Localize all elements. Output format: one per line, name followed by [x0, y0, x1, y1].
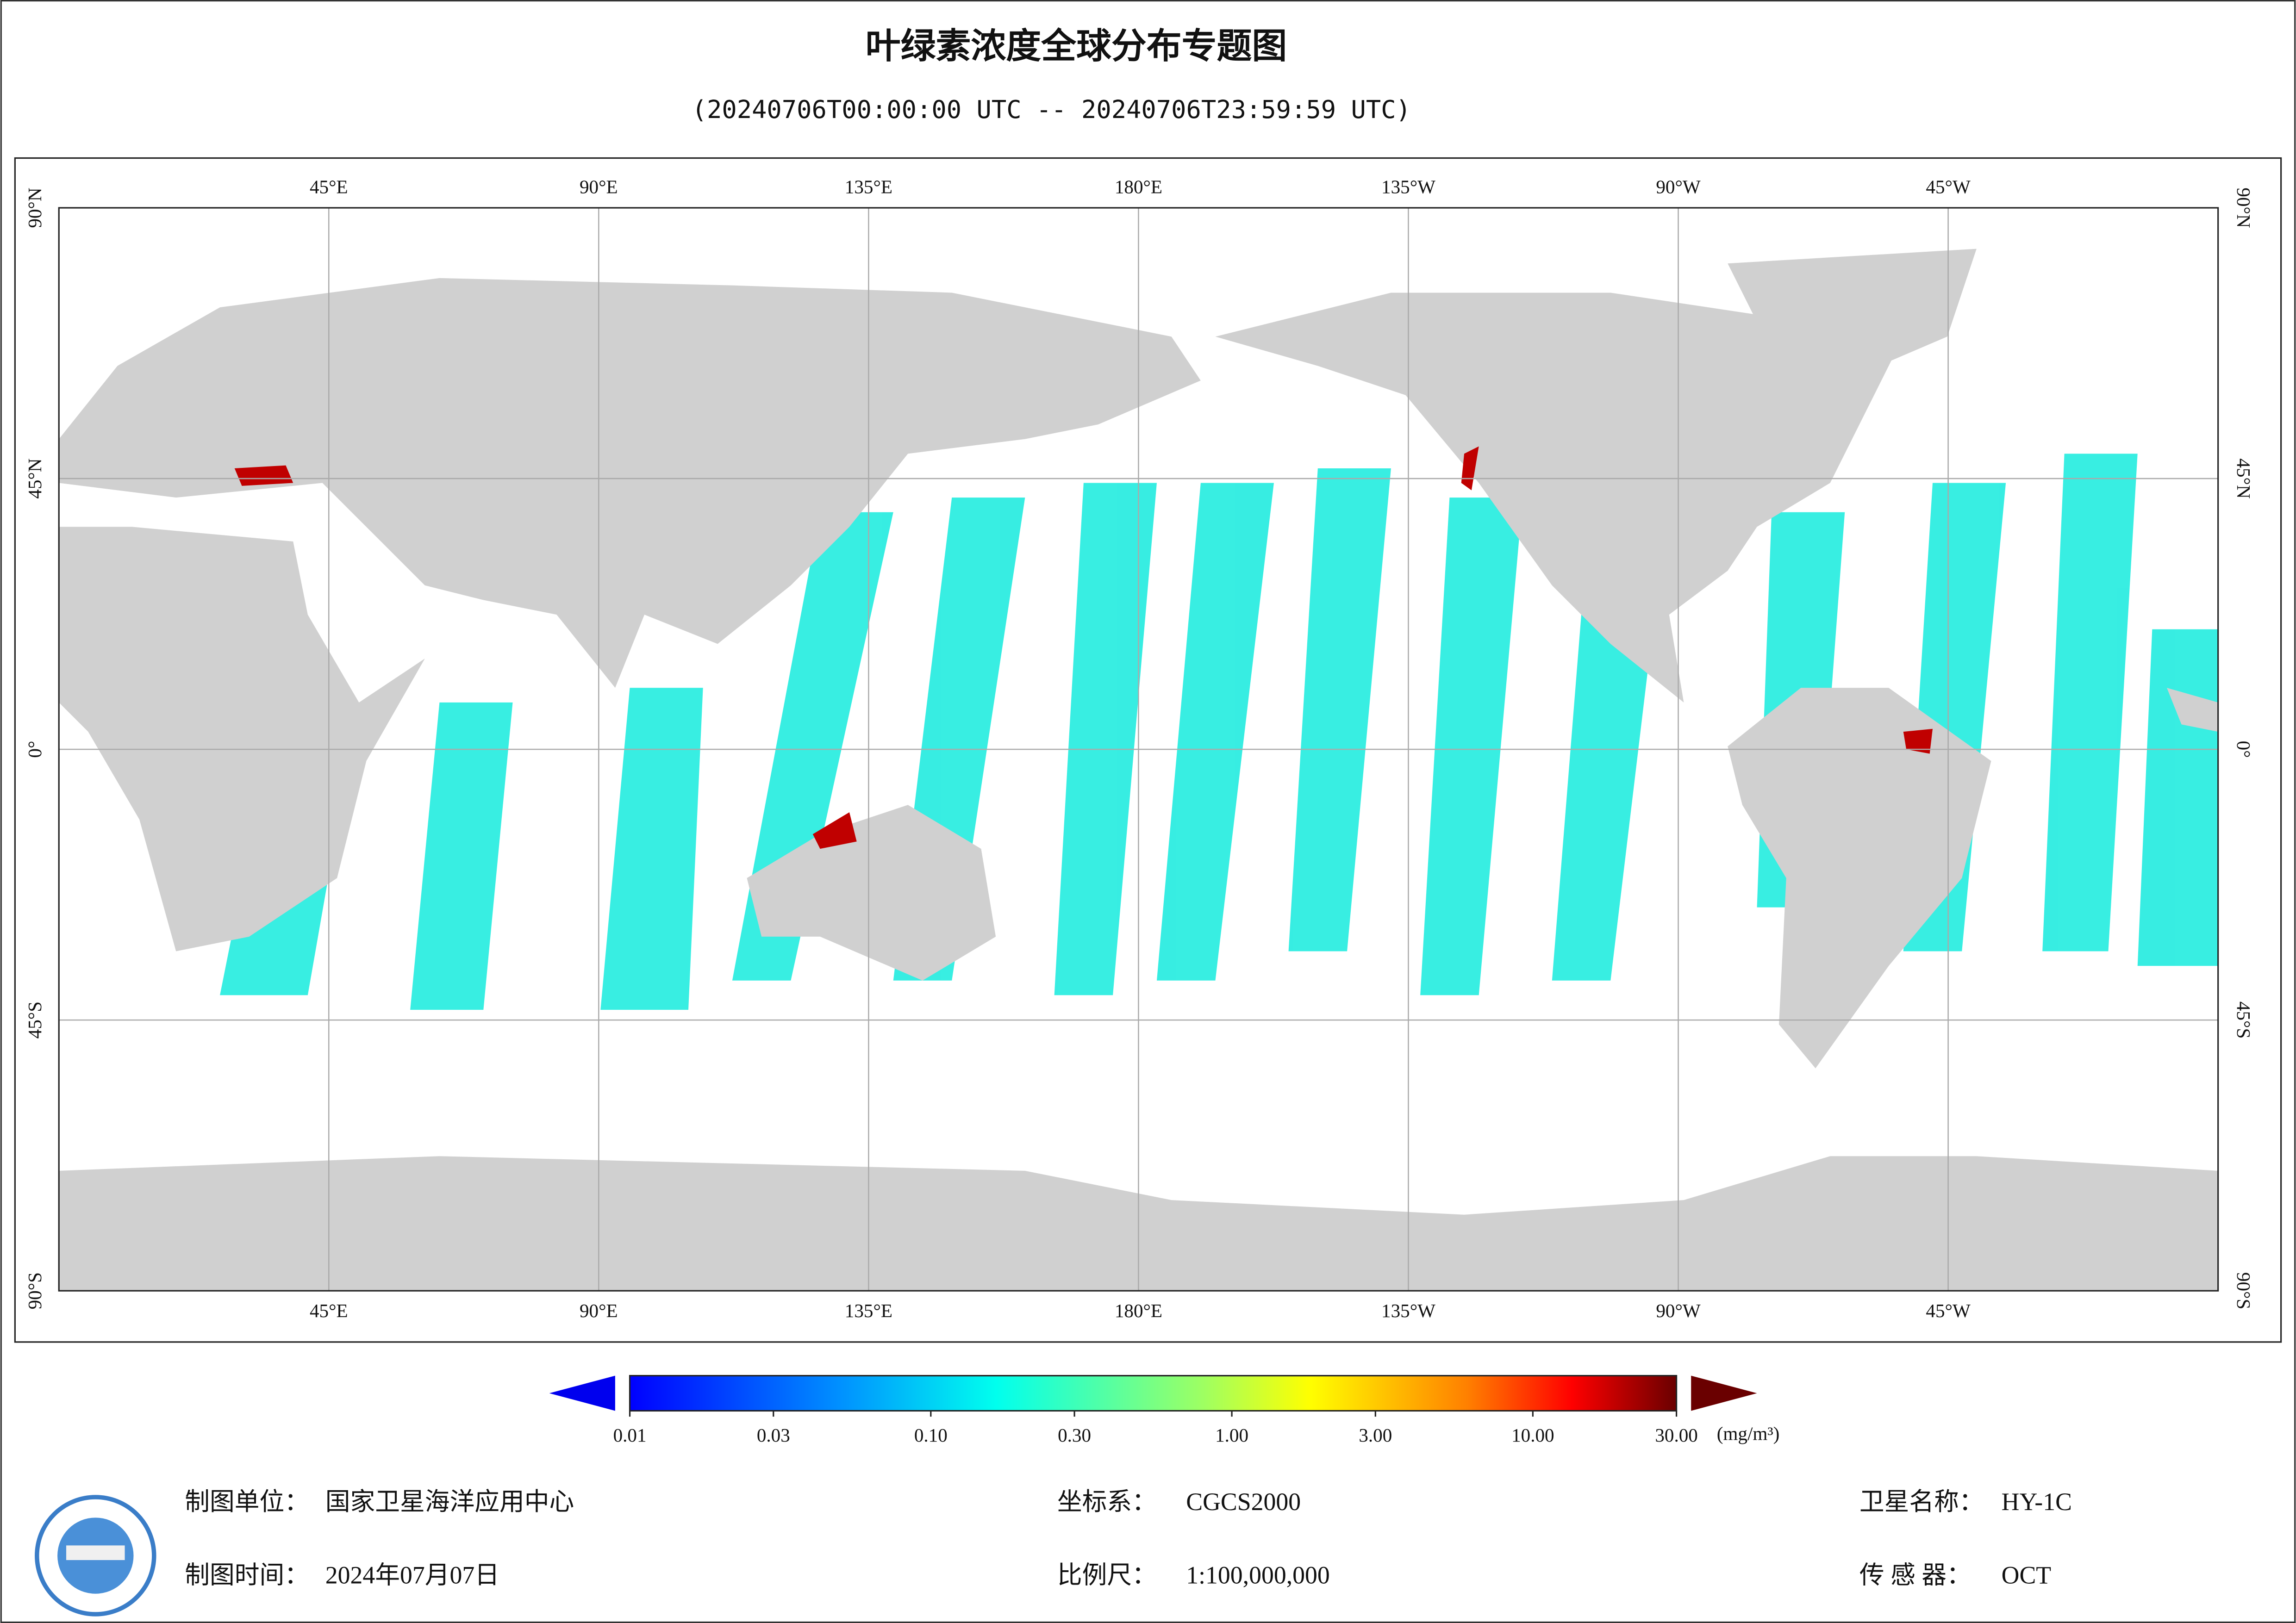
colorbar-tick-label: 0.03: [757, 1424, 790, 1446]
colorbar-tick-label: 0.10: [914, 1424, 948, 1446]
title: 叶绿素浓度全球分布专题图: [866, 25, 1287, 66]
lat-label-left: 0°: [24, 741, 45, 758]
lon-label-top: 135°E: [845, 176, 892, 197]
colorbar-tick-label: 1.00: [1215, 1424, 1248, 1446]
lon-label-top: 45°W: [1926, 176, 1971, 197]
swath: [1156, 483, 1274, 981]
south-america: [1728, 688, 1991, 1069]
lat-label-right: 45°N: [2233, 458, 2254, 498]
colorbar: [629, 1374, 1678, 1412]
logo-satellite: [66, 1545, 125, 1561]
lon-label-bottom: 90°W: [1656, 1300, 1701, 1321]
subtitle: (20240706T00:00:00 UTC -- 20240706T23:59…: [692, 95, 1411, 124]
lat-label-right: 90°S: [2233, 1272, 2254, 1309]
swath: [2042, 454, 2138, 951]
colorbar-tick-label: 10.00: [1511, 1424, 1554, 1446]
swath: [600, 688, 703, 1010]
high-concentration: [234, 446, 1933, 849]
lon-label-top: 90°W: [1656, 176, 1701, 197]
colorbar-tick-label: 0.01: [613, 1424, 647, 1446]
map-frame: [14, 157, 2282, 1343]
greenland: [1728, 249, 1977, 381]
africa: [59, 527, 425, 951]
lat-label-left: 45°N: [24, 458, 45, 498]
lat-label-right: 0°: [2233, 741, 2254, 758]
unit-value: 国家卫星海洋应用中心: [325, 1488, 574, 1516]
scale-value: 1:100,000,000: [1186, 1561, 1330, 1589]
colorbar-tick-label: 3.00: [1359, 1424, 1392, 1446]
sensor-label: 传 感 器：: [1859, 1561, 1972, 1589]
lon-label-bottom: 45°E: [310, 1300, 348, 1321]
swath: [410, 702, 513, 1010]
swath: [1054, 483, 1157, 995]
lat-label-left: 90°N: [24, 187, 45, 228]
crs-value: CGCS2000: [1186, 1488, 1301, 1516]
colorbar-tick-label: 30.00: [1655, 1424, 1697, 1446]
satellite-label: 卫星名称：: [1859, 1488, 1984, 1516]
north-america: [1215, 292, 1903, 703]
sensor-value: OCT: [2002, 1561, 2052, 1589]
eurasia: [59, 278, 1201, 688]
map-border: [58, 207, 2219, 1292]
lon-label-bottom: 135°E: [845, 1300, 892, 1321]
lon-label-top: 180°E: [1115, 176, 1162, 197]
lat-label-right: 45°S: [2233, 1001, 2254, 1038]
swath: [1552, 615, 1655, 981]
lon-label-top: 45°E: [310, 176, 348, 197]
satellite-value: HY-1C: [2002, 1488, 2072, 1516]
time-label: 制图时间：: [185, 1561, 309, 1589]
lat-label-right: 90°N: [2233, 187, 2254, 228]
lon-label-top: 90°E: [580, 176, 618, 197]
australia: [747, 805, 996, 981]
colorbar-over-arrow: [1691, 1375, 1757, 1411]
lon-label-top: 135°W: [1381, 176, 1435, 197]
unit-label: 制图单位：: [185, 1488, 309, 1516]
colorbar-unit: (mg/m³): [1717, 1423, 1780, 1445]
scale-label: 比例尺：: [1057, 1561, 1157, 1589]
hotspot: [234, 465, 293, 486]
lat-label-left: 45°S: [24, 1001, 45, 1038]
hotspot: [1903, 728, 1933, 754]
lon-label-bottom: 45°W: [1926, 1300, 1971, 1321]
crs-label: 坐标系：: [1057, 1488, 1157, 1516]
graticule: [59, 208, 2218, 1291]
colorbar-under-arrow: [549, 1375, 615, 1411]
time-value: 2024年07月07日: [325, 1561, 499, 1589]
hotspot: [1461, 446, 1479, 491]
logo: [35, 1495, 156, 1617]
lon-label-bottom: 180°E: [1115, 1300, 1162, 1321]
swath: [1288, 468, 1391, 951]
lat-label-left: 90°S: [24, 1272, 45, 1309]
lon-label-bottom: 135°W: [1381, 1300, 1435, 1321]
lon-label-bottom: 90°E: [580, 1300, 618, 1321]
colorbar-tick-label: 0.30: [1058, 1424, 1091, 1446]
swath: [1420, 497, 1523, 995]
hotspot: [812, 812, 857, 849]
